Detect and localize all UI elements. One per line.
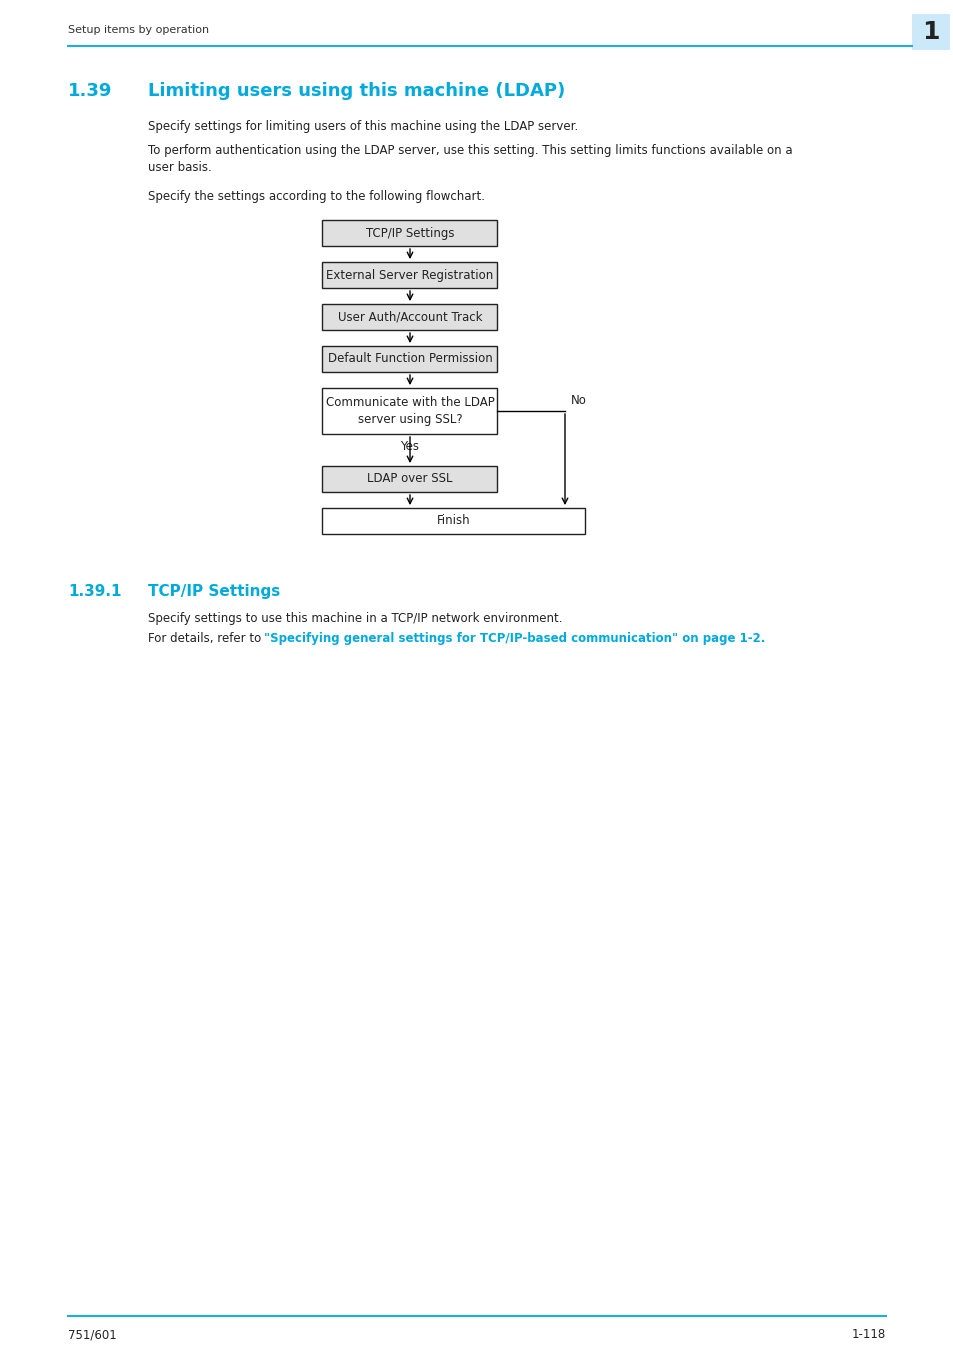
Text: External Server Registration: External Server Registration — [326, 269, 493, 282]
Text: User Auth/Account Track: User Auth/Account Track — [337, 310, 482, 324]
Text: "Specifying general settings for TCP/IP-based communication" on page 1-2.: "Specifying general settings for TCP/IP-… — [264, 632, 764, 645]
Text: 1-118: 1-118 — [851, 1328, 885, 1341]
Text: Setup items by operation: Setup items by operation — [68, 26, 209, 35]
Text: 1.39.1: 1.39.1 — [68, 585, 121, 599]
Text: Specify settings for limiting users of this machine using the LDAP server.: Specify settings for limiting users of t… — [148, 120, 578, 134]
Text: 751/601: 751/601 — [68, 1328, 116, 1341]
Text: LDAP over SSL: LDAP over SSL — [367, 472, 453, 486]
Bar — [322, 346, 497, 373]
Text: For details, refer to: For details, refer to — [148, 632, 265, 645]
Bar — [322, 466, 497, 491]
Bar — [322, 508, 584, 535]
Text: No: No — [571, 394, 586, 408]
Bar — [322, 220, 497, 246]
Text: TCP/IP Settings: TCP/IP Settings — [148, 585, 280, 599]
Text: Specify the settings according to the following flowchart.: Specify the settings according to the fo… — [148, 190, 484, 202]
Bar — [322, 304, 497, 329]
Text: Default Function Permission: Default Function Permission — [327, 352, 492, 366]
Text: To perform authentication using the LDAP server, use this setting. This setting : To perform authentication using the LDAP… — [148, 144, 792, 174]
Text: Communicate with the LDAP
server using SSL?: Communicate with the LDAP server using S… — [325, 397, 494, 425]
Bar — [322, 387, 497, 433]
Bar — [911, 14, 949, 50]
Text: 1: 1 — [922, 20, 939, 45]
Text: 1.39: 1.39 — [68, 82, 112, 100]
Text: TCP/IP Settings: TCP/IP Settings — [365, 227, 454, 239]
Text: Finish: Finish — [436, 514, 470, 528]
Text: Limiting users using this machine (LDAP): Limiting users using this machine (LDAP) — [148, 82, 565, 100]
Text: Specify settings to use this machine in a TCP/IP network environment.: Specify settings to use this machine in … — [148, 612, 562, 625]
Text: Yes: Yes — [400, 440, 419, 452]
Bar — [322, 262, 497, 288]
